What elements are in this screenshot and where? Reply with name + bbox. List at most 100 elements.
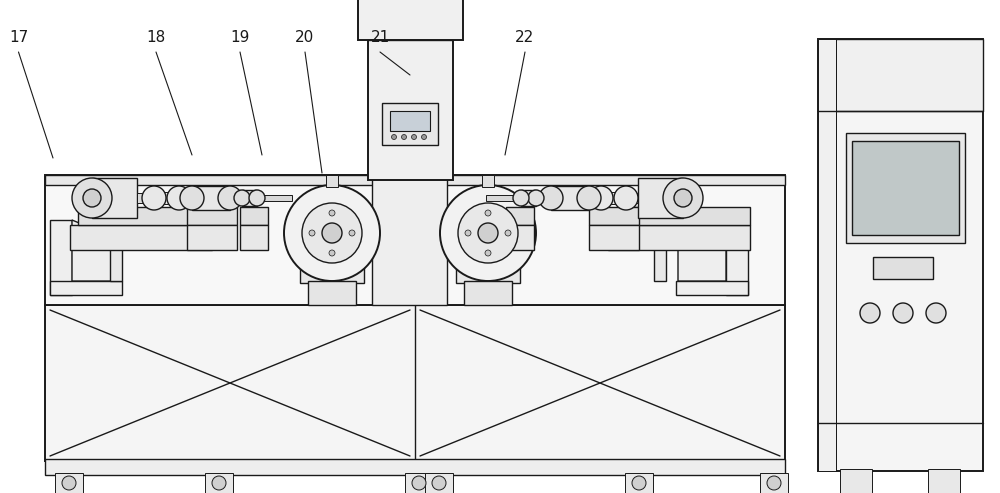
Bar <box>78 207 206 225</box>
Bar <box>390 111 430 131</box>
Bar <box>55 473 83 493</box>
Bar <box>846 133 965 243</box>
Bar <box>852 141 959 235</box>
Bar <box>50 220 72 295</box>
Bar <box>326 175 338 187</box>
Bar <box>242 190 257 206</box>
Bar <box>840 469 872 493</box>
Bar <box>257 195 292 201</box>
Circle shape <box>860 303 880 323</box>
Bar <box>622 207 750 225</box>
Bar <box>45 175 785 305</box>
Bar <box>625 473 653 493</box>
Circle shape <box>926 303 946 323</box>
Circle shape <box>322 223 342 243</box>
Text: 18: 18 <box>146 31 166 45</box>
Bar <box>70 225 212 250</box>
Circle shape <box>391 135 396 140</box>
Bar <box>551 186 589 210</box>
Bar <box>192 186 230 210</box>
Circle shape <box>632 476 646 490</box>
Bar <box>654 221 666 281</box>
Text: 17: 17 <box>9 31 28 45</box>
Bar <box>92 178 137 218</box>
Text: 22: 22 <box>515 31 535 45</box>
Bar <box>382 103 438 145</box>
Bar <box>506 207 534 225</box>
Text: 19: 19 <box>230 31 250 45</box>
Bar <box>45 175 785 185</box>
Bar <box>205 473 233 493</box>
Bar <box>601 192 626 204</box>
Bar <box>928 469 960 493</box>
Bar <box>308 281 356 305</box>
Bar <box>873 257 933 279</box>
Circle shape <box>302 203 362 263</box>
Circle shape <box>432 476 446 490</box>
Bar <box>464 281 512 305</box>
Circle shape <box>212 476 226 490</box>
Bar <box>818 39 836 471</box>
Circle shape <box>329 250 335 256</box>
Bar <box>240 225 268 250</box>
Bar <box>818 39 983 471</box>
Bar <box>589 207 639 225</box>
Circle shape <box>485 210 491 216</box>
Circle shape <box>421 135 426 140</box>
Bar <box>405 473 433 493</box>
Circle shape <box>513 190 529 206</box>
Circle shape <box>142 186 166 210</box>
Circle shape <box>167 186 191 210</box>
Bar <box>608 225 750 250</box>
Bar <box>482 175 494 187</box>
Circle shape <box>218 186 242 210</box>
Circle shape <box>284 185 380 281</box>
Bar <box>818 39 983 111</box>
Polygon shape <box>678 220 726 281</box>
Bar <box>240 207 268 225</box>
Bar <box>638 178 683 218</box>
Circle shape <box>505 230 511 236</box>
Circle shape <box>72 178 112 218</box>
Bar <box>137 193 155 203</box>
Bar <box>425 473 453 493</box>
Bar <box>372 175 447 305</box>
Circle shape <box>349 230 355 236</box>
Bar <box>726 220 748 295</box>
Circle shape <box>62 476 76 490</box>
Circle shape <box>180 186 204 210</box>
Circle shape <box>83 189 101 207</box>
Circle shape <box>478 223 498 243</box>
Circle shape <box>614 186 638 210</box>
Circle shape <box>234 190 250 206</box>
Bar <box>620 193 638 203</box>
Bar <box>760 473 788 493</box>
Text: 21: 21 <box>370 31 390 45</box>
Bar <box>187 225 237 250</box>
Polygon shape <box>72 220 120 281</box>
Circle shape <box>663 178 703 218</box>
Circle shape <box>577 186 601 210</box>
Circle shape <box>539 186 563 210</box>
Circle shape <box>412 135 416 140</box>
Circle shape <box>249 190 265 206</box>
Circle shape <box>674 189 692 207</box>
Bar <box>456 267 520 283</box>
Bar <box>50 281 122 295</box>
Circle shape <box>767 476 781 490</box>
Bar <box>589 225 639 250</box>
Circle shape <box>458 203 518 263</box>
Circle shape <box>528 190 544 206</box>
Bar <box>110 221 122 281</box>
Text: 20: 20 <box>295 31 315 45</box>
Circle shape <box>893 303 913 323</box>
Bar <box>154 192 179 204</box>
Bar <box>486 195 521 201</box>
Circle shape <box>589 186 613 210</box>
Bar <box>358 0 462 40</box>
Bar <box>676 281 748 295</box>
Bar <box>300 267 364 283</box>
Circle shape <box>485 250 491 256</box>
Circle shape <box>329 210 335 216</box>
Circle shape <box>412 476 426 490</box>
